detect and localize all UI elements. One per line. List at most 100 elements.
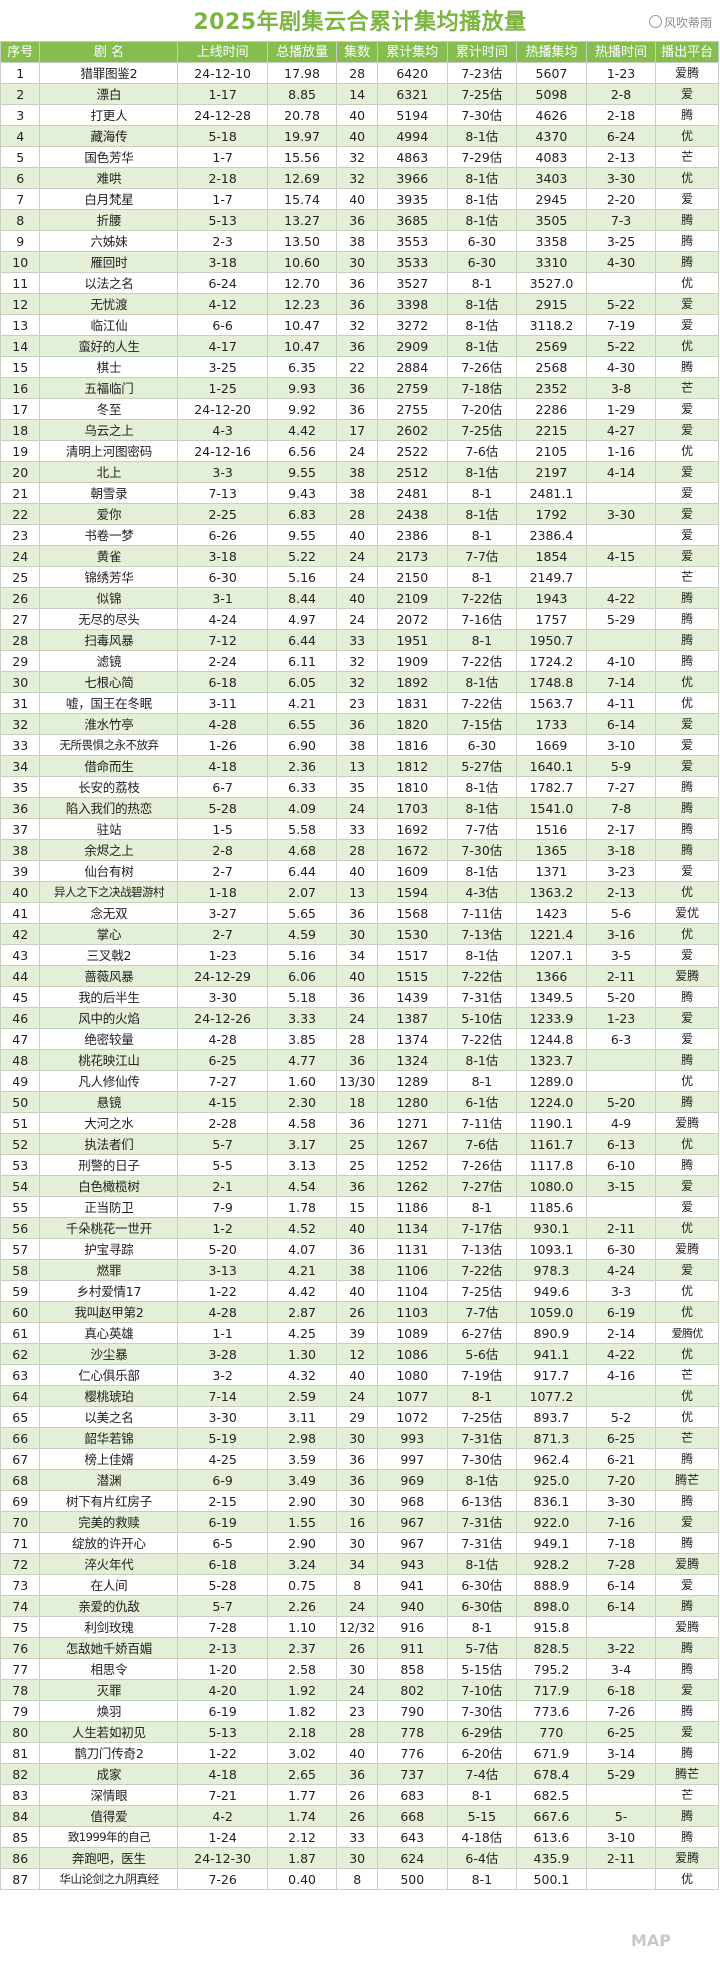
cell-total-plays: 1.60 [266,1070,338,1092]
table-row: 39 仙台有树 2-7 6.44 40 1609 8-1估 1371 3-23 爱 [0,860,719,882]
cell-cumulative-date: 7-27估 [446,1175,518,1197]
cell-cumulative-avg: 790 [376,1700,448,1722]
cell-cumulative-date: 8-1 [446,629,518,651]
cell-total-plays: 10.60 [266,251,338,273]
cell-cumulative-avg: 1186 [376,1196,448,1218]
cell-peak-date: 2-11 [585,1847,657,1869]
cell-total-plays: 1.55 [266,1511,338,1533]
cell-total-plays: 2.87 [266,1301,338,1323]
cell-episodes: 40 [336,1364,378,1386]
table-row: 2 漂白 1-17 8.85 14 6321 7-25估 5098 2-8 爱 [0,83,719,105]
cell-episodes: 28 [336,1721,378,1743]
cell-total-plays: 15.74 [266,188,338,210]
cell-index: 16 [0,377,41,399]
cell-index: 29 [0,650,41,672]
cell-title: 嘘，国王在冬眠 [39,692,179,714]
cell-peak-avg: 1080.0 [516,1175,587,1197]
cell-cumulative-date: 8-1 [446,1385,518,1407]
cell-peak-avg: 1221.4 [516,923,587,945]
cell-peak-avg: 1093.1 [516,1238,587,1260]
cell-cumulative-date: 7-11估 [446,902,518,924]
cell-cumulative-date: 5-15估 [446,1658,518,1680]
cell-episodes: 24 [336,608,378,630]
cell-platform: 爱 [655,1259,719,1281]
cell-cumulative-avg: 1252 [376,1154,448,1176]
cell-cumulative-avg: 911 [376,1637,448,1659]
cell-platform: 爱 [655,503,719,525]
cell-release-date: 6-9 [177,1469,268,1491]
cell-index: 77 [0,1658,41,1680]
cell-release-date: 5-19 [177,1427,268,1449]
cell-platform: 优 [655,1217,719,1239]
cell-index: 57 [0,1238,41,1260]
cell-peak-date: 7-3 [585,209,657,231]
cell-peak-avg: 1733 [516,713,587,735]
table-row: 28 扫毒风暴 7-12 6.44 33 1951 8-1 1950.7 腾 [0,629,719,651]
cell-release-date: 4-18 [177,755,268,777]
cell-episodes: 40 [336,125,378,147]
cell-release-date: 1-20 [177,1658,268,1680]
cell-cumulative-date: 7-20估 [446,398,518,420]
cell-title: 无所畏惧之永不放弃 [39,734,179,756]
cell-peak-date: 6-25 [585,1721,657,1743]
cell-cumulative-date: 8-1 [446,1616,518,1638]
cell-cumulative-date: 8-1估 [446,209,518,231]
cell-peak-date: 4-24 [585,1259,657,1281]
cell-peak-avg: 682.5 [516,1784,587,1806]
cell-episodes: 32 [336,314,378,336]
cell-index: 87 [0,1868,41,1890]
cell-cumulative-date: 7-4估 [446,1763,518,1785]
cell-release-date: 7-13 [177,482,268,504]
header-total-plays: 总播放量 [266,41,338,63]
table-row: 27 无尽的尽头 4-24 4.97 24 2072 7-16估 1757 5-29 腾 [0,608,719,630]
cell-platform: 腾 [655,1154,719,1176]
cell-peak-avg: 1423 [516,902,587,924]
cell-title: 怎敌她千娇百媚 [39,1637,179,1659]
header-title: 剧 名 [39,41,179,63]
cell-cumulative-avg: 4994 [376,125,448,147]
cell-index: 59 [0,1280,41,1302]
table-row: 74 亲爱的仇敌 5-7 2.26 24 940 6-30估 898.0 6-14 腾 [0,1595,719,1617]
cell-total-plays: 5.16 [266,566,338,588]
cell-platform: 腾 [655,1532,719,1554]
cell-platform: 优 [655,1133,719,1155]
cell-release-date: 5-7 [177,1133,268,1155]
cell-index: 3 [0,104,41,126]
cell-cumulative-avg: 916 [376,1616,448,1638]
cell-cumulative-date: 7-30估 [446,104,518,126]
cell-index: 52 [0,1133,41,1155]
cell-peak-date [585,524,657,546]
cell-total-plays: 1.10 [266,1616,338,1638]
cell-cumulative-avg: 1568 [376,902,448,924]
header-index: 序号 [0,41,41,63]
cell-release-date: 3-28 [177,1343,268,1365]
cell-peak-avg: 915.8 [516,1616,587,1638]
cell-platform: 爱 [655,1574,719,1596]
cell-episodes: 36 [336,1763,378,1785]
table-row: 72 淬火年代 6-18 3.24 34 943 8-1估 928.2 7-28 爱腾 [0,1553,719,1575]
cell-peak-date: 1-16 [585,440,657,462]
cell-total-plays: 3.11 [266,1406,338,1428]
cell-index: 14 [0,335,41,357]
cell-cumulative-date: 7-13估 [446,1238,518,1260]
cell-peak-date: 7-19 [585,314,657,336]
cell-cumulative-date: 8-1估 [446,125,518,147]
cell-peak-date [585,482,657,504]
cell-index: 71 [0,1532,41,1554]
cell-title: 桃花映江山 [39,1049,179,1071]
cell-episodes: 32 [336,146,378,168]
cell-index: 4 [0,125,41,147]
table-row: 55 正当防卫 7-9 1.78 15 1186 8-1 1185.6 爱 [0,1196,719,1218]
cell-episodes: 33 [336,1826,378,1848]
cell-release-date: 1-1 [177,1322,268,1344]
cell-release-date: 3-2 [177,1364,268,1386]
cell-cumulative-date: 7-22估 [446,1259,518,1281]
cell-total-plays: 6.90 [266,734,338,756]
cell-total-plays: 3.02 [266,1742,338,1764]
cell-title: 大河之水 [39,1112,179,1134]
table-row: 62 沙尘暴 3-28 1.30 12 1086 5-6估 941.1 4-22 优 [0,1343,719,1365]
cell-episodes: 24 [336,566,378,588]
table-row: 79 焕羽 6-19 1.82 23 790 7-30估 773.6 7-26 腾 [0,1700,719,1722]
table-row: 83 深情眼 7-21 1.77 26 683 8-1 682.5 芒 [0,1784,719,1806]
cell-episodes: 26 [336,1805,378,1827]
